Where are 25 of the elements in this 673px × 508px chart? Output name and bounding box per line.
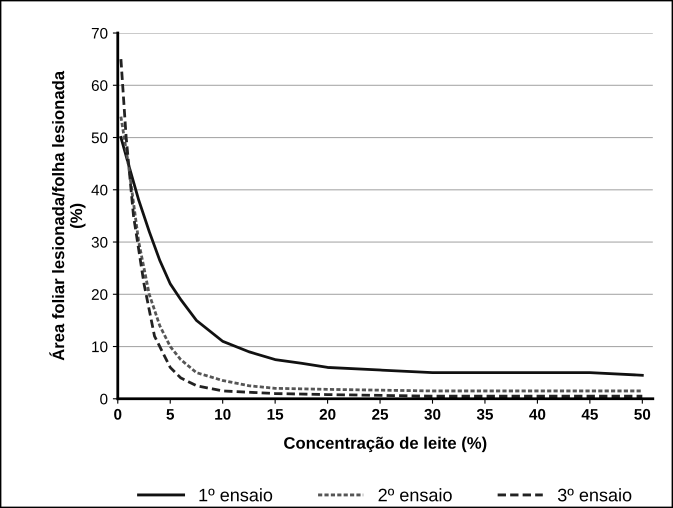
x-tick-label: 15 (268, 409, 284, 420)
legend-label: 1º ensaio (199, 488, 272, 502)
y-tick-label: 50 (92, 132, 108, 144)
x-tick-label: 35 (476, 408, 494, 420)
y-tick-label: 20 (92, 289, 108, 300)
x-tick-label: 45 (582, 409, 598, 420)
y-tick-label: 30 (92, 236, 108, 248)
y-tick-label: 0 (100, 394, 108, 404)
x-tick-label: 25 (372, 408, 388, 420)
x-tick-label: 40 (529, 408, 546, 420)
x-tick-label: 30 (424, 408, 440, 420)
x-tick-label: 5 (166, 409, 174, 420)
line-series (120, 58, 644, 398)
y-tick-label: 70 (92, 28, 108, 39)
x-axis-title: Concentração de leite (%) (284, 436, 486, 452)
x-tick-label: 0 (114, 408, 122, 420)
x-tick-label: 50 (634, 408, 650, 420)
legend-label: 2º ensaio (378, 488, 452, 502)
x-tick-label: 20 (320, 408, 336, 420)
y-tick-label: 10 (92, 341, 108, 352)
legend-label: 3º ensaio (558, 488, 632, 502)
x-tick-label: 10 (215, 408, 231, 420)
y-axis-title: Área foliar lesionada/folha lesionada (%) (49, 70, 86, 360)
y-tick-label: 40 (91, 184, 108, 196)
y-tick-label: 60 (92, 80, 108, 91)
